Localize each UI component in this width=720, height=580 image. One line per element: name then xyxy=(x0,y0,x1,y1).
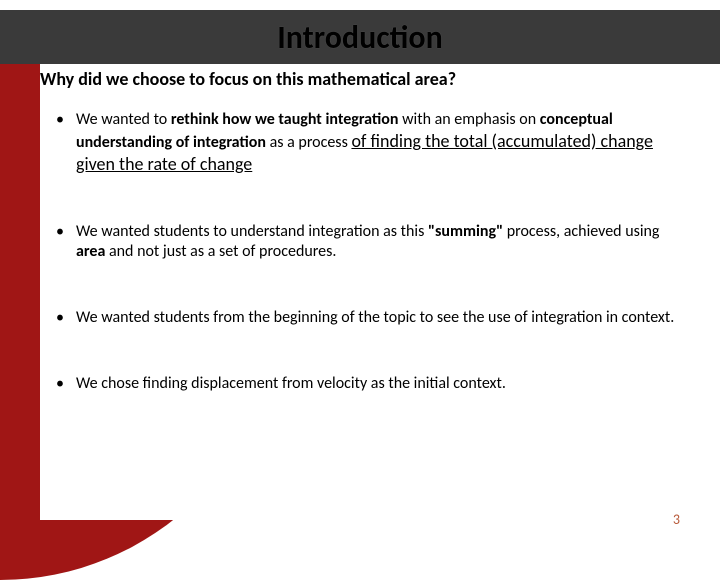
b1-bold1: rethink how we taught integration xyxy=(171,110,402,129)
title-bar: Introduction xyxy=(0,10,720,64)
b2-pre: We wanted students to understand integra… xyxy=(76,222,428,241)
b1-mid2: as a process xyxy=(270,133,352,152)
content-area: Why did we choose to focus on this mathe… xyxy=(40,70,680,510)
b2-mid: process, achieved using xyxy=(503,222,659,241)
b1-mid: with an emphasis on xyxy=(402,110,540,129)
bullet-4: We chose finding displacement from veloc… xyxy=(76,374,680,394)
bullet-1: We wanted to rethink how we taught integ… xyxy=(76,110,680,176)
bullet-2: We wanted students to understand integra… xyxy=(76,222,680,262)
page-number: 3 xyxy=(673,511,680,528)
b1-text-pre: We wanted to xyxy=(76,110,171,129)
bullet-list: We wanted to rethink how we taught integ… xyxy=(40,110,680,394)
slide-title: Introduction xyxy=(277,18,443,57)
b2-post: and not just as a set of procedures. xyxy=(105,242,336,261)
b2-bold1: "summing" xyxy=(428,222,503,241)
bullet-3: We wanted students from the beginning of… xyxy=(76,308,680,328)
b2-bold2: area xyxy=(76,242,105,261)
subtitle: Why did we choose to focus on this mathe… xyxy=(40,70,680,90)
